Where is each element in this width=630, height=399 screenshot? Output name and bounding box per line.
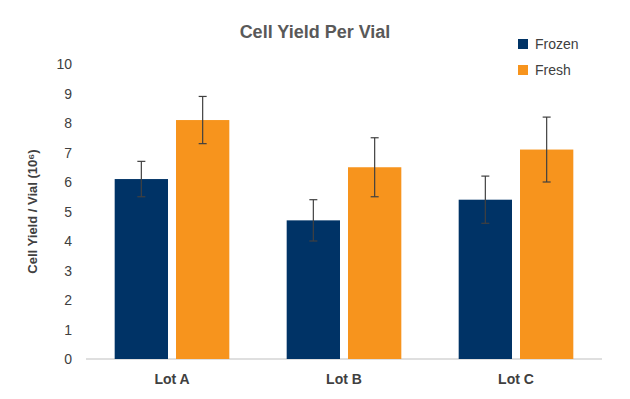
x-tick-label: Lot A [154, 371, 189, 387]
bar [115, 179, 168, 359]
error-cap [543, 181, 551, 182]
y-tick [83, 182, 86, 183]
y-tick [83, 300, 86, 301]
chart: Cell Yield Per Vial Cell Yield / Vial (10… [0, 0, 630, 399]
error-cap [199, 96, 207, 97]
x-tick-label: Lot B [326, 371, 362, 387]
error-stem [313, 200, 314, 241]
error-stem [202, 96, 203, 143]
y-tick-label: 4 [64, 233, 72, 249]
error-cap [309, 240, 317, 241]
error-cap [137, 161, 145, 162]
error-cap [137, 196, 145, 197]
legend-swatch [518, 39, 528, 49]
x-tick-label: Lot C [498, 371, 534, 387]
y-tick [83, 93, 86, 94]
title: Cell Yield Per Vial [240, 22, 391, 42]
error-stem [374, 138, 375, 197]
bar [459, 200, 512, 359]
y-tick-label: 6 [64, 174, 72, 190]
y-tick-label: 5 [64, 204, 72, 220]
error-cap [371, 196, 379, 197]
y-tick-label: 3 [64, 263, 72, 279]
error-stem [141, 161, 142, 196]
y-tick [83, 152, 86, 153]
y-tick-label: 7 [64, 145, 72, 161]
error-cap [481, 176, 489, 177]
y-tick-label: 9 [64, 86, 72, 102]
y-tick [83, 211, 86, 212]
error-stem [485, 176, 486, 223]
error-cap [371, 137, 379, 138]
y-tick [83, 241, 86, 242]
legend-label: Frozen [535, 36, 579, 52]
y-axis-label: Cell Yield / Vial (10⁶) [25, 149, 40, 273]
y-tick-label: 1 [64, 322, 72, 338]
error-bar [309, 200, 317, 241]
error-stem [546, 117, 547, 182]
error-bar [481, 176, 489, 223]
error-cap [199, 143, 207, 144]
y-tick [83, 64, 86, 65]
error-cap [543, 116, 551, 117]
y-tick [83, 359, 86, 360]
error-bar [137, 161, 145, 196]
plot-area [115, 96, 574, 359]
error-bar [371, 138, 379, 197]
y-tick-label: 8 [64, 115, 72, 131]
legend-label: Fresh [535, 62, 571, 78]
y-tick-label: 2 [64, 292, 72, 308]
bar [176, 120, 229, 359]
error-bar [543, 117, 551, 182]
error-bar [199, 96, 207, 143]
y-tick [83, 123, 86, 124]
y-tick [83, 270, 86, 271]
y-tick-label: 10 [56, 56, 72, 72]
error-cap [309, 199, 317, 200]
bar [287, 220, 340, 359]
error-cap [481, 223, 489, 224]
y-tick [83, 329, 86, 330]
legend-swatch [518, 65, 528, 75]
y-tick-label: 0 [64, 351, 72, 367]
